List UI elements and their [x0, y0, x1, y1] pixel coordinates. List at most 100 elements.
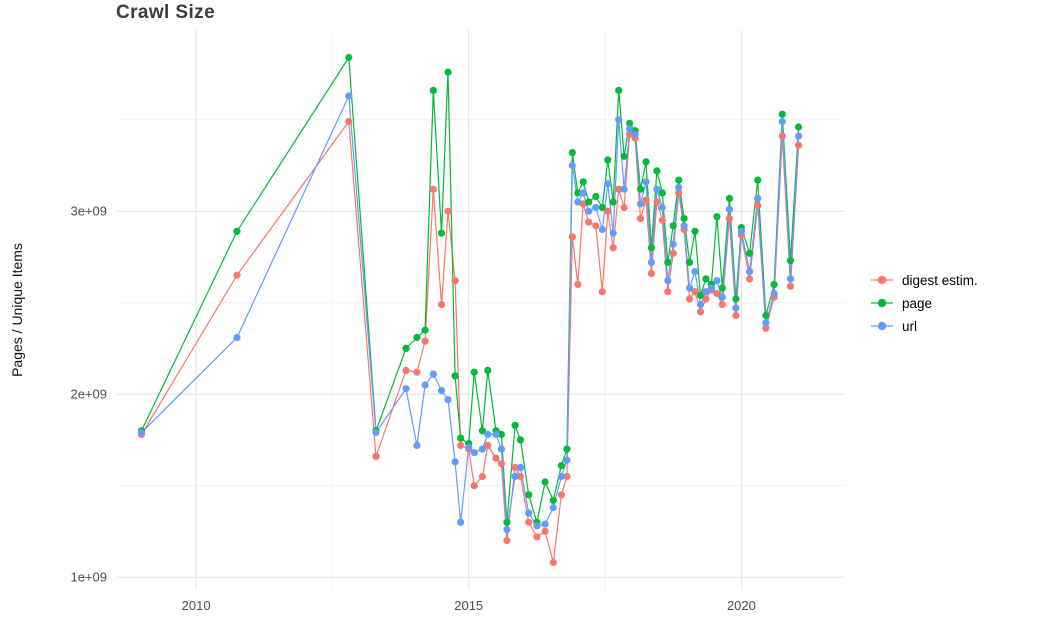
- data-point-series-2: [429, 370, 437, 378]
- data-point-series-0: [702, 295, 710, 303]
- data-point-series-1: [541, 478, 549, 486]
- data-point-series-1: [470, 368, 478, 376]
- data-point-series-0: [457, 441, 465, 449]
- data-point-series-2: [484, 430, 492, 438]
- legend-item-page: page: [869, 295, 978, 311]
- data-point-series-1: [451, 372, 459, 380]
- data-point-series-1: [680, 214, 688, 223]
- data-point-series-2: [444, 396, 452, 404]
- data-point-series-1: [598, 203, 606, 212]
- data-point-series-2: [653, 185, 661, 193]
- legend-point-icon: [871, 321, 893, 331]
- data-point-series-2: [658, 203, 666, 212]
- data-point-series-0: [444, 207, 452, 215]
- y-tick-label: 3e+09: [70, 204, 107, 219]
- data-point-series-1: [626, 119, 634, 127]
- data-point-series-0: [503, 537, 511, 545]
- data-point-series-1: [511, 421, 519, 429]
- data-point-series-1: [636, 185, 645, 193]
- data-point-series-1: [795, 123, 803, 131]
- data-point-series-1: [557, 462, 566, 470]
- data-point-series-0: [658, 216, 666, 224]
- data-point-series-0: [718, 300, 726, 309]
- y-tick-label: 1e+09: [70, 570, 107, 585]
- data-point-series-2: [642, 178, 650, 186]
- data-point-series-1: [762, 311, 770, 320]
- data-point-series-0: [636, 214, 645, 223]
- legend-point-icon: [871, 275, 893, 285]
- data-point-series-2: [497, 445, 505, 453]
- data-point-series-2: [492, 430, 500, 438]
- data-point-series-1: [574, 189, 582, 197]
- data-point-series-0: [557, 491, 566, 499]
- data-point-series-0: [795, 141, 803, 149]
- data-point-series-2: [557, 472, 566, 481]
- chart-title: Crawl Size: [116, 2, 216, 23]
- data-point-series-0: [609, 244, 617, 252]
- data-point-series-0: [647, 269, 656, 277]
- data-point-series-1: [516, 436, 525, 444]
- data-point-series-2: [631, 130, 639, 138]
- data-point-series-0: [402, 366, 410, 374]
- data-point-series-1: [746, 249, 754, 257]
- data-point-series-0: [345, 117, 353, 126]
- data-point-series-2: [732, 304, 740, 312]
- data-point-series-0: [585, 218, 593, 226]
- data-point-series-2: [503, 526, 511, 534]
- data-point-series-2: [372, 429, 380, 437]
- legend-item-url: url: [869, 318, 978, 334]
- data-point-series-2: [686, 284, 694, 292]
- data-point-series-1: [497, 430, 505, 438]
- data-point-series-2: [574, 198, 582, 206]
- data-point-series-1: [686, 258, 694, 266]
- data-point-series-2: [413, 441, 421, 449]
- data-point-series-2: [549, 504, 557, 512]
- data-point-series-0: [451, 277, 459, 285]
- data-point-series-2: [696, 300, 705, 309]
- data-point-series-0: [437, 300, 446, 309]
- data-point-series-2: [516, 463, 525, 471]
- data-point-series-1: [444, 68, 452, 76]
- data-point-series-0: [691, 288, 699, 296]
- data-point-series-2: [437, 386, 446, 395]
- data-point-series-0: [516, 472, 525, 481]
- data-point-series-1: [778, 110, 786, 118]
- series-line-0: [140, 119, 800, 563]
- legend-label: page: [902, 295, 933, 311]
- data-point-series-1: [585, 198, 593, 206]
- legend-key-dot: [877, 321, 887, 331]
- data-point-series-2: [691, 268, 699, 276]
- data-point-series-1: [653, 167, 661, 175]
- data-point-series-0: [732, 311, 740, 320]
- data-point-series-2: [615, 116, 623, 124]
- data-point-series-0: [664, 288, 672, 296]
- data-point-series-1: [604, 156, 612, 164]
- data-point-series-2: [592, 203, 600, 212]
- data-point-series-2: [478, 445, 486, 453]
- legend: digest estim. page url: [869, 272, 978, 334]
- data-point-series-1: [413, 333, 421, 342]
- data-point-series-2: [465, 443, 473, 451]
- data-point-series-1: [233, 227, 241, 235]
- data-point-series-0: [696, 308, 705, 316]
- data-point-series-1: [620, 152, 628, 160]
- data-point-series-2: [737, 227, 746, 235]
- data-point-series-0: [413, 368, 421, 376]
- y-tick-label: 2e+09: [70, 387, 107, 402]
- data-point-series-0: [754, 202, 762, 210]
- data-point-series-1: [609, 198, 617, 206]
- data-point-series-2: [451, 458, 459, 466]
- series-line-1: [140, 55, 800, 523]
- data-point-series-1: [786, 257, 795, 265]
- data-point-series-0: [511, 463, 519, 471]
- data-point-series-2: [636, 200, 645, 208]
- data-point-series-2: [541, 520, 549, 528]
- data-point-series-2: [563, 456, 571, 464]
- data-point-series-0: [746, 275, 754, 283]
- y-axis-title: Pages / Unique Items: [9, 243, 25, 377]
- data-point-series-1: [718, 284, 726, 292]
- data-point-series-0: [484, 441, 492, 449]
- data-point-series-2: [746, 268, 754, 276]
